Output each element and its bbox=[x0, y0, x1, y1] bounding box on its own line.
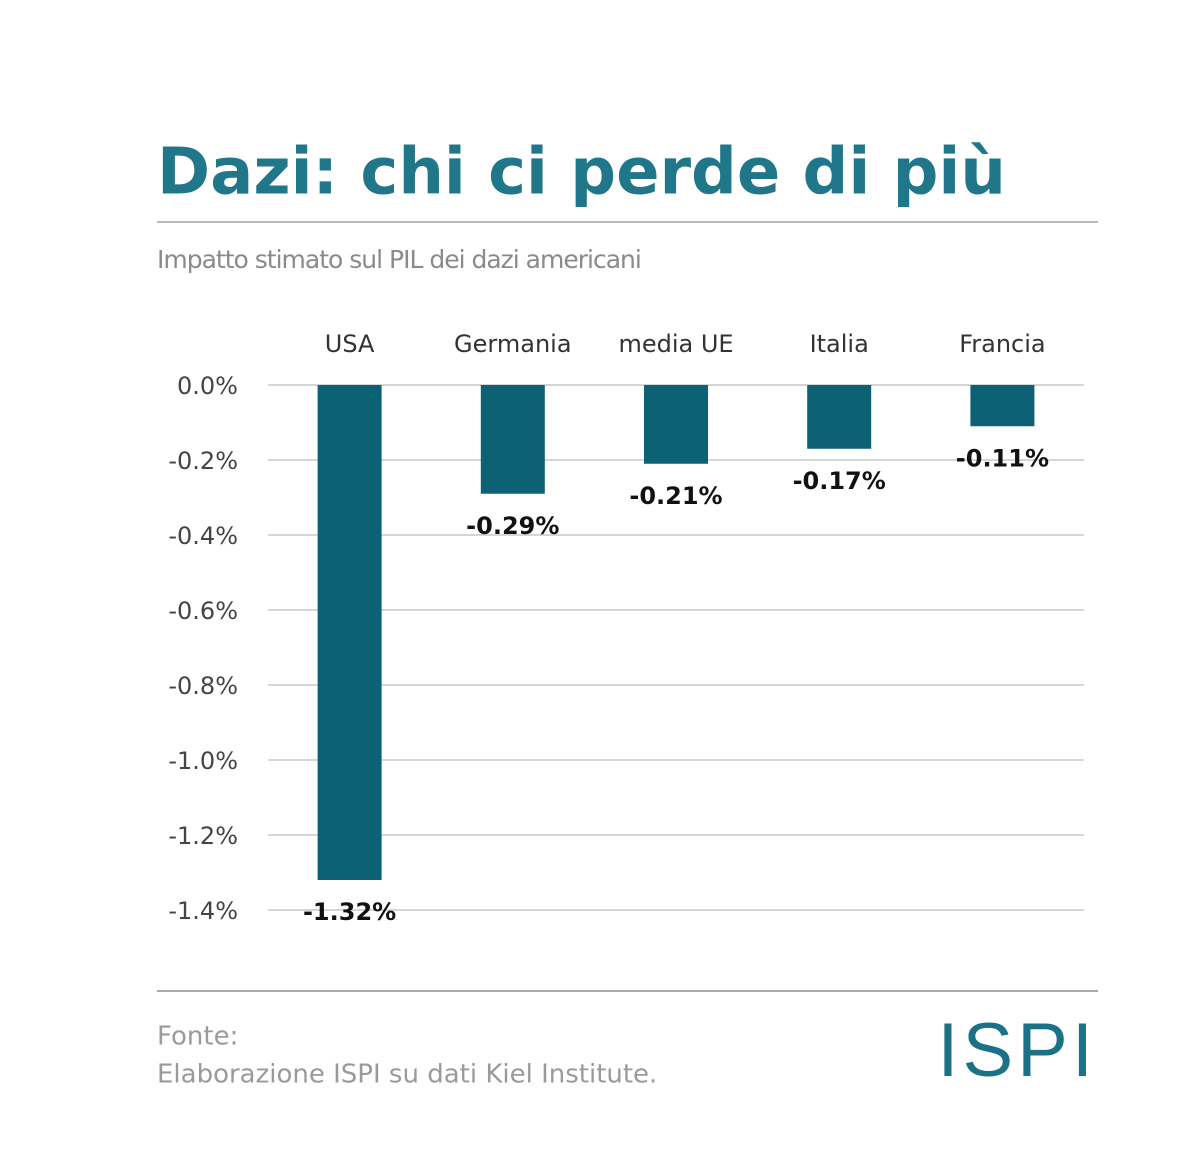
bar bbox=[807, 385, 872, 449]
bar bbox=[480, 385, 545, 494]
y-tick-label: -0.4% bbox=[168, 522, 238, 550]
bar bbox=[970, 385, 1035, 427]
x-tick-label: Germania bbox=[454, 330, 571, 358]
x-tick-label: Francia bbox=[959, 330, 1045, 358]
x-tick-label: media UE bbox=[618, 330, 733, 358]
value-label: -0.17% bbox=[793, 467, 886, 495]
value-label: -0.29% bbox=[466, 512, 559, 540]
value-label: -0.11% bbox=[956, 444, 1049, 472]
bar bbox=[317, 385, 382, 880]
y-tick-label: 0.0% bbox=[177, 372, 238, 400]
y-tick-label: -1.0% bbox=[168, 747, 238, 775]
bar bbox=[644, 385, 708, 464]
source-heading: Fonte: bbox=[157, 1022, 238, 1052]
source: Elaborazione ISPI su dati Kiel Institute… bbox=[157, 1060, 657, 1090]
y-tick-label: -0.8% bbox=[168, 672, 238, 700]
value-label: -1.32% bbox=[303, 898, 396, 926]
y-tick-label: -1.4% bbox=[168, 897, 238, 925]
subtitle: Impatto stimato sul PIL dei dazi america… bbox=[157, 245, 641, 274]
y-tick-label: -1.2% bbox=[168, 822, 238, 850]
y-tick-label: -0.2% bbox=[168, 447, 238, 475]
x-tick-label: USA bbox=[325, 330, 375, 358]
value-label: -0.21% bbox=[629, 482, 722, 510]
chart-title: Dazi: chi ci perde di più bbox=[157, 136, 1006, 210]
x-tick-label: Italia bbox=[810, 330, 869, 358]
y-tick-label: -0.6% bbox=[168, 597, 238, 625]
logo: ISPI bbox=[937, 1008, 1097, 1093]
